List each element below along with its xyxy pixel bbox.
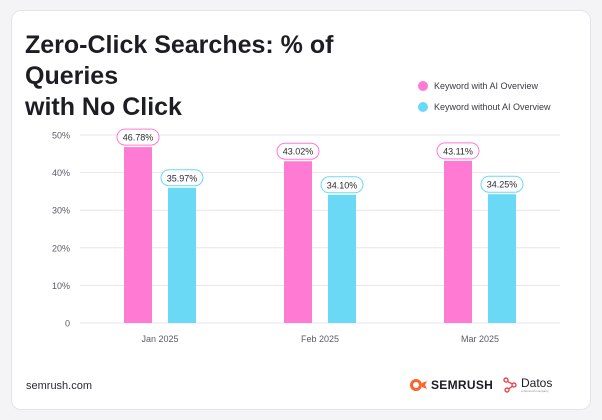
chart-legend: Keyword with AI Overview Keyword without… — [418, 80, 551, 122]
chart-title-line-2: with No Click — [25, 93, 182, 121]
data-label-pill — [436, 142, 480, 160]
data-label: 34.25% — [487, 180, 518, 190]
bar-without-ai-overview — [488, 194, 516, 323]
y-tick-label: 30% — [52, 206, 70, 216]
data-label: 43.11% — [443, 146, 473, 156]
data-label: 35.97% — [167, 173, 198, 183]
semrush-logo: SEMRUSH — [408, 378, 493, 392]
bar-without-ai-overview — [328, 194, 356, 323]
x-tick-label: Mar 2025 — [461, 334, 499, 344]
data-label-pill — [276, 142, 320, 160]
chart-title: Zero-Click Searches: % of Queries with N… — [25, 30, 425, 123]
source-label: semrush.com — [26, 380, 93, 392]
chart-title-line-1: Zero-Click Searches: % of Queries — [25, 31, 334, 90]
x-tick-label: Feb 2025 — [301, 334, 339, 344]
bar-with-ai-overview — [284, 161, 312, 323]
y-tick-label: 50% — [52, 131, 70, 141]
legend-item-without-ai: Keyword without AI Overview — [418, 101, 551, 113]
legend-swatch-with-ai — [418, 81, 428, 91]
legend-item-with-ai: Keyword with AI Overview — [418, 80, 551, 92]
bar-with-ai-overview — [124, 147, 152, 323]
datos-logo-subtext: a Semrush company — [521, 389, 549, 393]
x-tick-label: Jan 2025 — [141, 334, 178, 344]
bar-without-ai-overview — [168, 187, 196, 323]
legend-label-with-ai: Keyword with AI Overview — [434, 81, 539, 91]
datos-logo-text: Datos — [521, 376, 553, 390]
data-label-pill — [480, 175, 524, 193]
data-label-pill — [116, 128, 160, 146]
data-label: 46.78% — [123, 133, 154, 143]
y-tick-label: 20% — [52, 243, 70, 253]
y-tick-label: 0 — [65, 319, 70, 329]
datos-logo: Datos a Semrush company — [502, 377, 552, 394]
y-tick-label: 40% — [52, 168, 70, 178]
datos-molecule-icon — [503, 377, 517, 393]
semrush-flame-icon — [410, 379, 427, 391]
data-label-pill — [320, 176, 364, 194]
data-label-pill — [160, 169, 204, 187]
legend-swatch-without-ai — [418, 102, 428, 112]
legend-label-without-ai: Keyword without AI Overview — [434, 102, 551, 112]
bar-with-ai-overview — [444, 160, 472, 323]
y-tick-label: 10% — [52, 281, 70, 291]
semrush-logo-text: SEMRUSH — [431, 378, 494, 392]
data-label: 34.10% — [327, 180, 358, 190]
data-label: 43.02% — [283, 147, 314, 157]
